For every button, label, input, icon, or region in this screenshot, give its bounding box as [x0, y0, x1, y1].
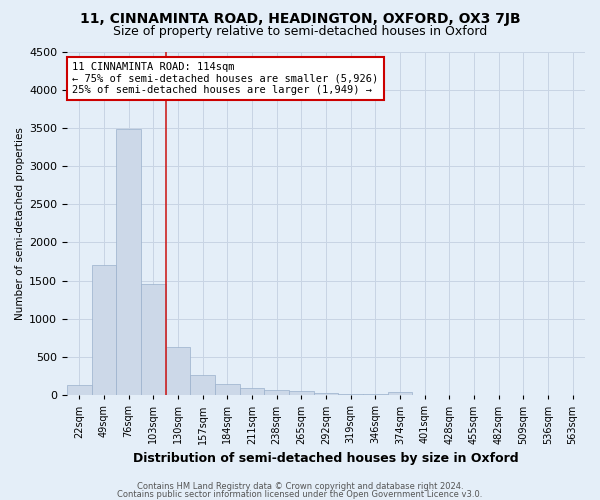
Bar [388, 392, 412, 396]
Bar [338, 394, 363, 396]
Bar [116, 128, 141, 396]
Text: Contains public sector information licensed under the Open Government Licence v3: Contains public sector information licen… [118, 490, 482, 499]
Bar [92, 266, 116, 396]
Text: Contains HM Land Registry data © Crown copyright and database right 2024.: Contains HM Land Registry data © Crown c… [137, 482, 463, 491]
Text: Size of property relative to semi-detached houses in Oxford: Size of property relative to semi-detach… [113, 25, 487, 38]
Y-axis label: Number of semi-detached properties: Number of semi-detached properties [15, 127, 25, 320]
Bar [166, 347, 190, 396]
Bar [363, 394, 388, 396]
Bar [215, 384, 239, 396]
Bar [265, 390, 289, 396]
Text: 11 CINNAMINTA ROAD: 114sqm
← 75% of semi-detached houses are smaller (5,926)
25%: 11 CINNAMINTA ROAD: 114sqm ← 75% of semi… [72, 62, 379, 95]
X-axis label: Distribution of semi-detached houses by size in Oxford: Distribution of semi-detached houses by … [133, 452, 519, 465]
Bar [141, 284, 166, 396]
Text: 11, CINNAMINTA ROAD, HEADINGTON, OXFORD, OX3 7JB: 11, CINNAMINTA ROAD, HEADINGTON, OXFORD,… [80, 12, 520, 26]
Bar [67, 386, 92, 396]
Bar [314, 393, 338, 396]
Bar [239, 388, 265, 396]
Bar [190, 374, 215, 396]
Bar [289, 392, 314, 396]
